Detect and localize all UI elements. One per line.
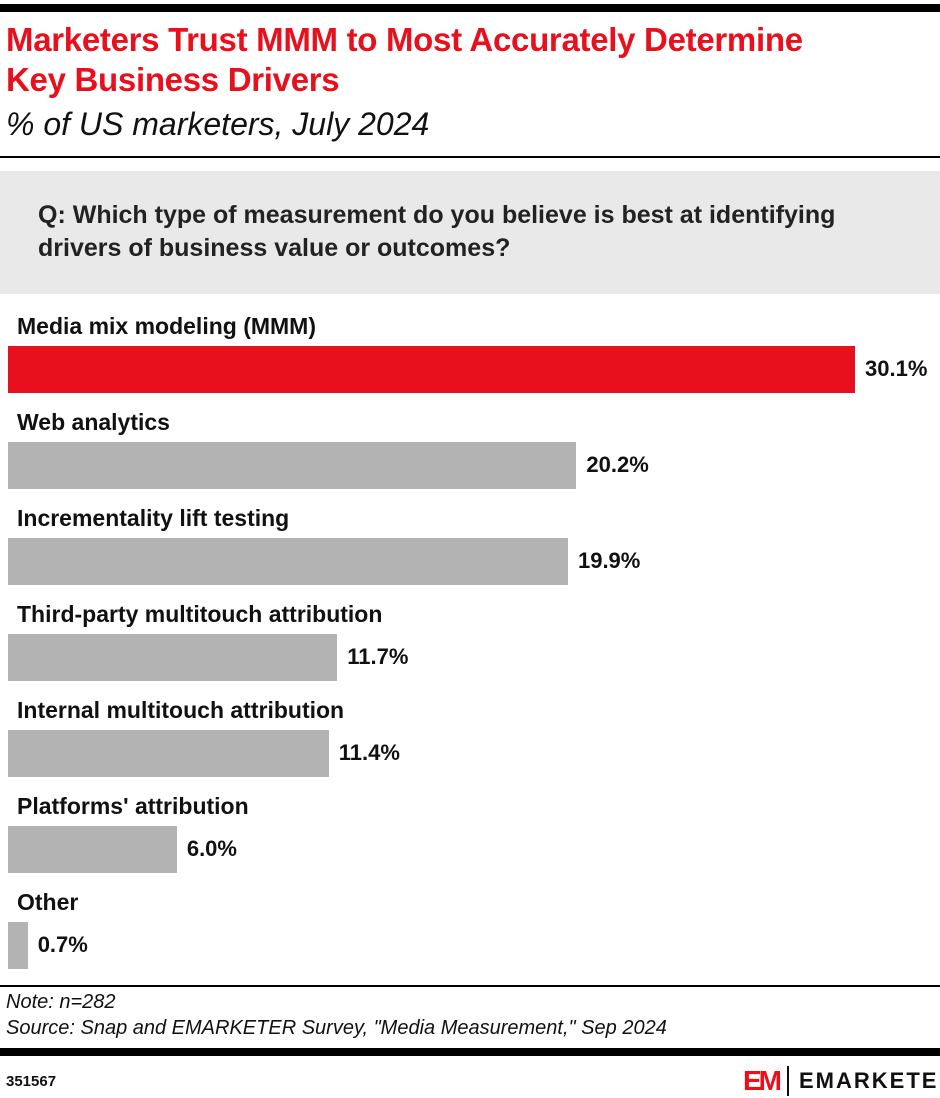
bar [8, 346, 855, 393]
data-label: 11.7% [347, 644, 409, 669]
question-box: Q: Which type of measurement do you beli… [0, 171, 940, 294]
chart-subtitle: % of US marketers, July 2024 [6, 106, 430, 142]
data-label: 11.4% [338, 740, 400, 765]
note: Note: n=282 [6, 991, 116, 1013]
divider [0, 156, 940, 158]
chart-id: 351567 [6, 1073, 57, 1090]
data-label: 30.1% [865, 356, 928, 381]
category-label: Incrementality lift testing [17, 505, 290, 531]
logo-mark: EM [743, 1065, 782, 1096]
bar [8, 442, 577, 489]
category-label: Web analytics [17, 409, 170, 435]
data-label: 20.2% [586, 452, 649, 477]
data-label: 19.9% [577, 548, 641, 573]
bar [8, 922, 28, 969]
logo-separator [787, 1066, 789, 1096]
category-label: Platforms' attribution [17, 793, 249, 819]
bar [8, 538, 568, 585]
source: Source: Snap and EMARKETER Survey, "Medi… [6, 1017, 667, 1039]
data-label: 0.7% [37, 932, 88, 957]
emarketer-logo: EM EMARKETER [743, 1064, 940, 1098]
category-label: Internal multitouch attribution [17, 697, 345, 723]
data-label: 6.0% [186, 836, 237, 861]
category-label: Media mix modeling (MMM) [17, 313, 316, 339]
bottom-rule [0, 1048, 940, 1056]
category-label: Other [17, 889, 79, 915]
chart-title: Marketers Trust MMM to Most Accurately D… [6, 21, 803, 98]
bar [8, 730, 329, 777]
question-text: Q: Which type of measurement do you beli… [38, 201, 836, 262]
logo-wordmark: EMARKETER [799, 1068, 940, 1093]
divider [0, 985, 940, 987]
top-rule [0, 4, 940, 12]
bar [8, 634, 338, 681]
bar [8, 826, 177, 873]
category-label: Third-party multitouch attribution [17, 601, 383, 627]
